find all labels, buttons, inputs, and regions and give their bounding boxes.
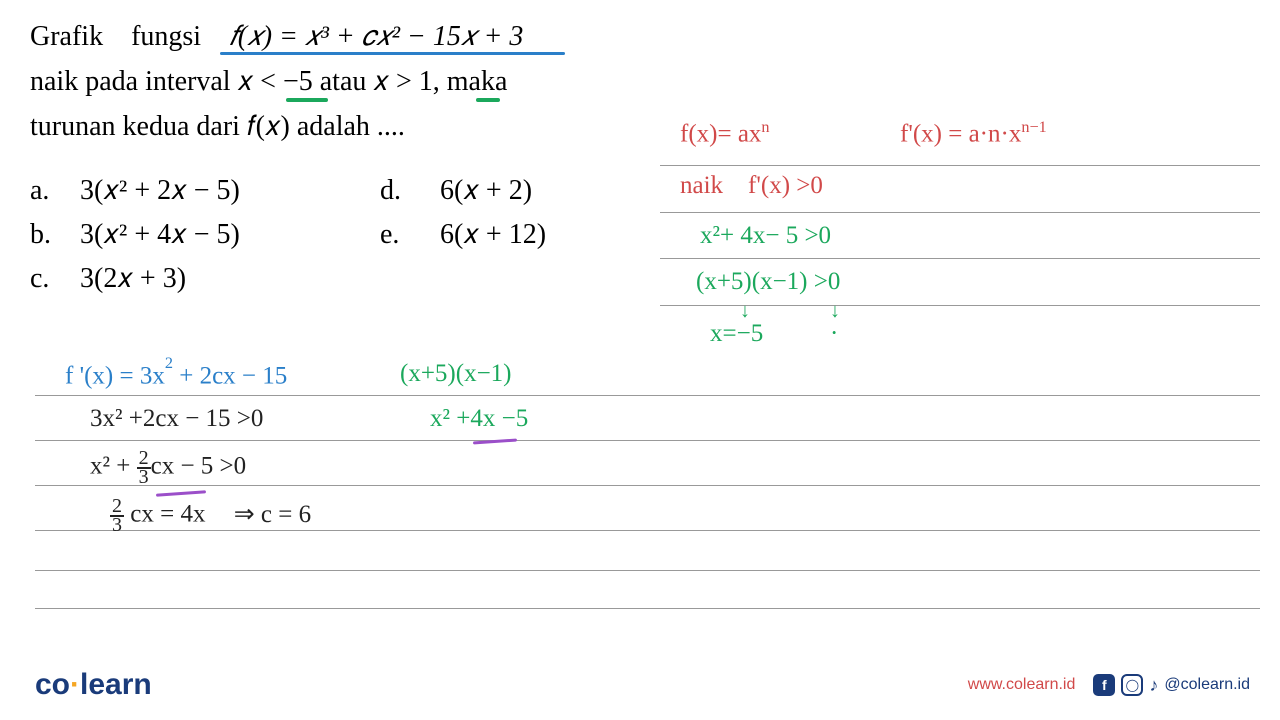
rule-long [35,440,1260,441]
option-label-e: e. [380,219,440,251]
rule-short [660,212,1260,213]
q1-formula: 𝑓(𝑥) = 𝑥³ + 𝑐𝑥² − 15𝑥 + 3 [229,21,523,52]
instagram-icon: ◯ [1121,674,1143,696]
footer: co·learn www.colearn.id f ◯ ♪ @colearn.i… [35,668,1250,702]
options-block: a. 3(𝑥² + 2𝑥 − 5) d. 6(𝑥 + 2) b. 3(𝑥² + … [30,175,546,307]
footer-handle: @colearn.id [1164,676,1250,694]
rule-short [660,305,1260,306]
rule-short [660,165,1260,166]
note-fprime: f '(x) = 3x2 + 2cx − 15 [65,360,287,390]
rule-long [35,608,1260,609]
rule-long [35,395,1260,396]
logo-co: co [35,668,70,701]
note-ineq2: x² + 23cx − 5 >0 [90,450,246,486]
social-icons: f ◯ ♪ @colearn.id [1093,674,1250,696]
underline-formula [220,52,565,55]
note-expand-mid: x² +4x −5 [430,405,528,433]
underline-one [476,98,500,102]
footer-url: www.colearn.id [968,676,1076,694]
note-factored: (x+5)(x−1) >0 [696,268,840,296]
question-block: Grafik fungsi 𝑓(𝑥) = 𝑥³ + 𝑐𝑥² − 15𝑥 + 3 … [30,15,650,149]
rule-short [660,258,1260,259]
question-line-3: turunan kedua dari 𝑓(𝑥) adalah .... [30,105,650,150]
question-line-2: naik pada interval 𝑥 < −5 atau 𝑥 > 1, ma… [30,60,650,105]
note-ineq1: 3x² +2cx − 15 >0 [90,405,263,433]
note-derivative-rule: f'(x) = a·n·xn−1 [900,118,1047,148]
note-power-rule: f(x)= axn [680,118,770,148]
option-label-d: d. [380,175,440,207]
option-label-b: b. [30,219,80,251]
option-a: 3(𝑥² + 2𝑥 − 5) [80,175,380,207]
logo: co·learn [35,668,152,702]
option-label-a: a. [30,175,80,207]
tiktok-icon: ♪ [1149,675,1158,696]
footer-right: www.colearn.id f ◯ ♪ @colearn.id [968,674,1250,696]
underline-neg5 [286,98,328,102]
option-e: 6(𝑥 + 12) [440,219,546,251]
note-dot: · [830,320,838,348]
option-label-c: c. [30,263,80,295]
logo-dot-icon: · [70,668,80,701]
note-solve-c: 23 cx = 4x ⇒ c = 6 [110,498,311,534]
facebook-icon: f [1093,674,1115,696]
note-x-neg5: x=−5 [710,320,763,348]
option-b: 3(𝑥² + 4𝑥 − 5) [80,219,380,251]
logo-learn: learn [80,668,152,701]
q1-prefix: Grafik fungsi [30,21,229,52]
option-c: 3(2𝑥 + 3) [80,263,380,295]
rule-long [35,570,1260,571]
underline-purple-1 [156,490,206,496]
note-increasing: naik f'(x) >0 [680,172,823,200]
note-factor-mid: (x+5)(x−1) [400,360,512,388]
option-d: 6(𝑥 + 2) [440,175,532,207]
note-quadratic: x²+ 4x− 5 >0 [700,222,831,250]
